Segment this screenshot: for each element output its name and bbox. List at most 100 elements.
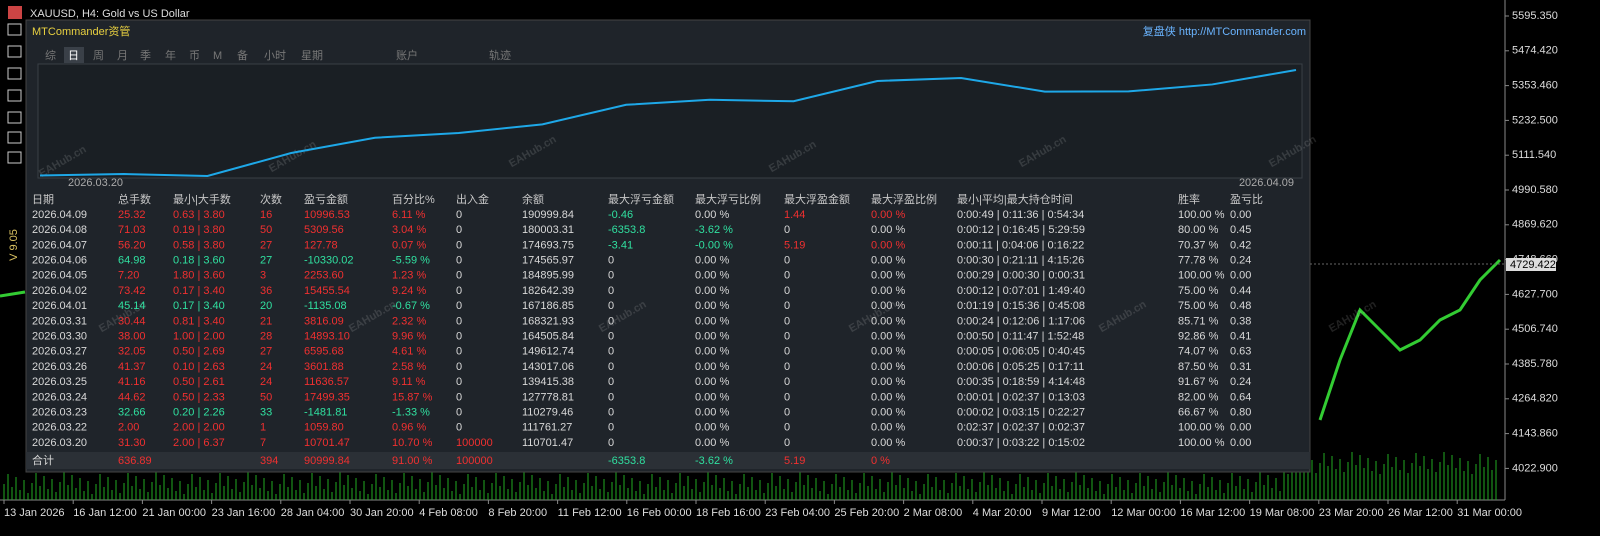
table-cell: 3816.09 [304, 315, 344, 327]
price-label: 4990.580 [1512, 184, 1558, 196]
table-cell: 0.00 % [871, 239, 905, 251]
table-cell: 0 [456, 346, 462, 358]
toolbar [7, 23, 22, 164]
time-label: 23 Feb 04:00 [765, 507, 830, 519]
time-label: 23 Mar 20:00 [1319, 507, 1384, 519]
table-cell: -1481.81 [304, 407, 347, 419]
time-label: 16 Jan 12:00 [73, 507, 137, 519]
table-cell: 0 [784, 315, 790, 327]
tool-icon[interactable] [7, 45, 22, 58]
table-cell: 75.00 % [1178, 300, 1219, 312]
table-cell: 2026.03.24 [32, 391, 87, 403]
tool-icon[interactable] [7, 131, 22, 144]
table-cell: 0 [456, 255, 462, 267]
table-cell: 182642.39 [522, 285, 574, 297]
table-cell: 20 [260, 300, 272, 312]
table-cell: 27 [260, 346, 272, 358]
tab[interactable]: M [213, 50, 222, 62]
price-label: 5474.420 [1512, 45, 1558, 57]
time-label: 8 Feb 20:00 [488, 507, 547, 519]
table-cell: -0.46 [608, 209, 633, 221]
tab[interactable]: 轨迹 [489, 48, 511, 62]
price-label: 4627.700 [1512, 288, 1558, 300]
price-candles [0, 290, 26, 298]
table-cell: 0.19 | 3.80 [173, 224, 225, 236]
tab[interactable]: 年 [165, 48, 176, 62]
table-cell: -10330.02 [304, 255, 354, 267]
table-cell: 50 [260, 224, 272, 236]
table-cell: 82.00 % [1178, 391, 1219, 403]
price-label: 5232.500 [1512, 114, 1558, 126]
tab[interactable]: 季 [140, 49, 151, 62]
panel-link[interactable]: 复盘侠 http://MTCommander.com [1143, 24, 1306, 38]
tab[interactable]: 备 [237, 48, 248, 62]
total-cell: 394 [260, 455, 278, 467]
table-cell: 36 [260, 285, 272, 297]
total-cell: 5.19 [784, 455, 805, 467]
table-cell: 2026.04.07 [32, 239, 87, 251]
equity-chart [37, 63, 1303, 179]
table-cell: 0.44 [1230, 285, 1251, 297]
tab[interactable]: 月 [117, 50, 128, 62]
table-cell: 0 [608, 270, 614, 282]
table-cell: 168321.93 [522, 315, 574, 327]
table-cell: 0:00:12 | 0:16:45 | 5:29:59 [957, 224, 1085, 236]
total-row [26, 452, 1310, 469]
table-cell: 0.00 [1230, 209, 1251, 221]
table-cell: 2026.04.06 [32, 255, 87, 267]
price-label: 5111.540 [1512, 149, 1556, 161]
tool-icon[interactable] [7, 23, 22, 36]
table-cell: 1.23 % [392, 270, 426, 282]
tool-icon[interactable] [7, 111, 22, 124]
table-cell: 5309.56 [304, 224, 344, 236]
table-cell: 0 [784, 255, 790, 267]
table-cell: 139415.38 [522, 376, 574, 388]
table-cell: 64.98 [118, 255, 146, 267]
table-cell: 100.00 % [1178, 422, 1225, 434]
tool-icon[interactable] [7, 67, 22, 80]
table-cell: 2026.04.02 [32, 285, 87, 297]
table-cell: 149612.74 [522, 346, 574, 358]
table-cell: 0.80 [1230, 407, 1251, 419]
time-label: 26 Mar 12:00 [1388, 507, 1453, 519]
table-cell: 0.00 [1230, 437, 1251, 449]
time-label: 13 Jan 2026 [4, 507, 65, 519]
tab[interactable]: 账户 [396, 48, 418, 62]
table-cell: 21 [260, 315, 272, 327]
table-cell: 0.41 [1230, 331, 1251, 343]
total-cell: -3.62 % [695, 455, 733, 467]
table-cell: 0.10 | 2.63 [173, 361, 225, 373]
table-cell: 41.37 [118, 361, 146, 373]
tab[interactable]: 周 [93, 49, 104, 62]
table-cell: 0.50 | 2.33 [173, 391, 225, 403]
tool-icon[interactable] [7, 89, 22, 102]
table-cell: 0.00 % [695, 331, 729, 343]
table-cell: 0 [456, 209, 462, 221]
tab[interactable]: 综 [45, 48, 56, 62]
tab[interactable]: 币 [189, 49, 200, 62]
tab[interactable]: 小时 [264, 49, 286, 62]
table-cell: 0 [456, 224, 462, 236]
tool-icon[interactable] [7, 151, 22, 164]
time-label: 30 Jan 20:00 [350, 507, 414, 519]
table-cell: 41.16 [118, 376, 146, 388]
table-cell: 0 [608, 300, 614, 312]
time-label: 18 Feb 16:00 [696, 507, 761, 519]
column-header: 百分比% [392, 193, 435, 206]
tab[interactable]: 星期 [301, 49, 323, 62]
table-cell: 31.30 [118, 437, 146, 449]
tab[interactable]: 日 [68, 50, 79, 62]
time-label: 4 Mar 20:00 [973, 507, 1032, 519]
table-cell: 174565.97 [522, 255, 574, 267]
version-label: V 9.05 [8, 229, 20, 261]
table-cell: 15455.54 [304, 285, 350, 297]
time-label: 28 Jan 04:00 [281, 507, 345, 519]
table-cell: 100000 [456, 437, 493, 449]
table-cell: 190999.84 [522, 209, 574, 221]
table-cell: 0.00 % [695, 437, 729, 449]
table-cell: 0.45 [1230, 224, 1251, 236]
table-cell: 30.44 [118, 315, 146, 327]
table-cell: 0.63 | 3.80 [173, 209, 225, 221]
table-cell: 174693.75 [522, 239, 574, 251]
table-cell: 74.07 % [1178, 346, 1219, 358]
